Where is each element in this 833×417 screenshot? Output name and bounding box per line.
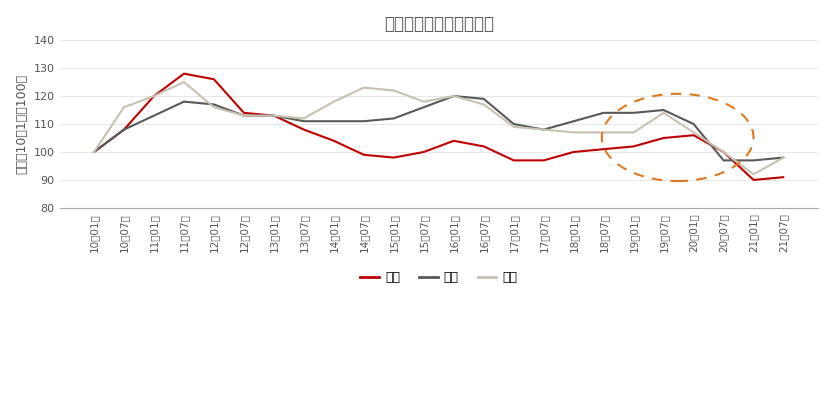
Title: 主要分區市場的租金表現: 主要分區市場的租金表現 [384, 15, 494, 33]
Legend: 港島, 九龍, 新界: 港島, 九龍, 新界 [355, 266, 522, 289]
Y-axis label: 指數（10年1月＝100）: 指數（10年1月＝100） [15, 74, 28, 174]
